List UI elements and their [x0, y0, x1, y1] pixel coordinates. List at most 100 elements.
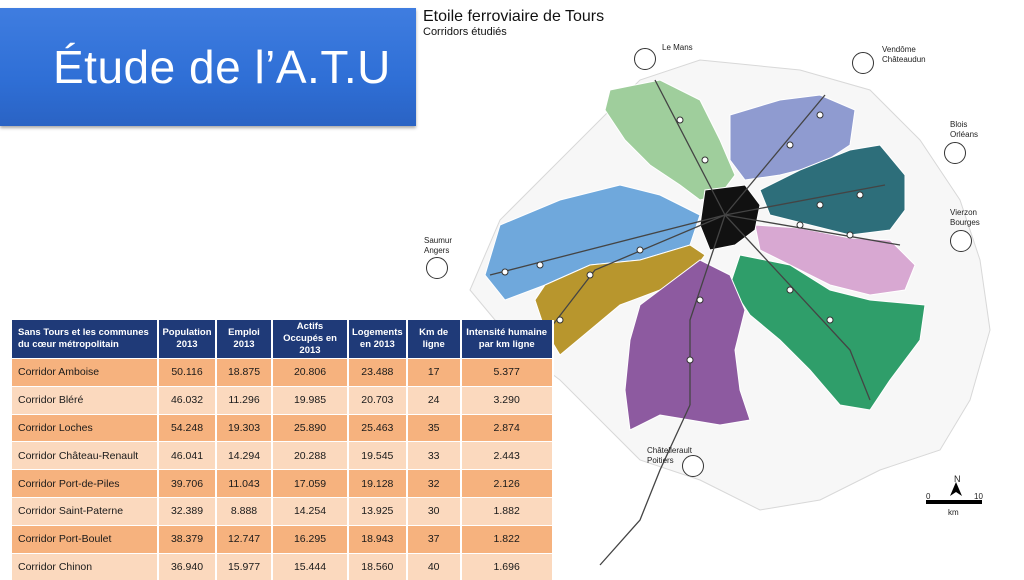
table-cell-corridor: Corridor Loches	[12, 413, 159, 442]
table-cell-corridor: Corridor Port-de-Piles	[12, 469, 159, 498]
table-cell-value: 40	[406, 552, 462, 580]
table-cell-corridor: Corridor Port-Boulet	[12, 524, 159, 554]
corridor-chateau-renault-zone	[729, 94, 856, 181]
table-cell-value: 1.822	[460, 524, 554, 554]
city-poitiers: Poitiers	[647, 456, 674, 465]
header-emploi: Emploi 2013	[216, 320, 273, 359]
city-circle-blois	[944, 142, 966, 164]
table-header-row: Sans Tours et les communes du cœur métro…	[12, 320, 554, 359]
corridor-map	[469, 59, 991, 566]
table-cell-corridor: Corridor Château-Renault	[12, 441, 159, 470]
table-cell-value: 18.560	[348, 552, 408, 580]
table-cell-value: 35	[406, 413, 462, 442]
city-vierzon: Vierzon	[950, 208, 977, 217]
city-circle-vierzon	[950, 230, 972, 252]
table-cell-value: 19.985	[272, 385, 349, 415]
map-subtitle: Corridors étudiés	[423, 26, 507, 38]
table-cell-corridor: Corridor Saint-Paterne	[12, 496, 159, 526]
header-population: Population 2013	[158, 320, 217, 359]
table-cell-value: 5.377	[460, 358, 554, 387]
table-cell-corridor: Corridor Bléré	[12, 385, 159, 415]
table-cell-value: 23.488	[348, 358, 408, 387]
table-cell-value: 36.940	[158, 552, 217, 580]
city-angers: Angers	[424, 246, 450, 255]
table-cell-value: 17.059	[272, 469, 349, 498]
stations	[501, 111, 864, 364]
city-orleans: Orléans	[950, 130, 979, 139]
table-cell-value: 25.463	[348, 413, 408, 442]
table-cell-corridor: Corridor Chinon	[12, 552, 159, 580]
table-cell-value: 17	[406, 358, 462, 387]
table-row: Corridor Port-Boulet 38.379 12.747 16.295 18…	[12, 524, 554, 554]
city-blois: Blois	[950, 120, 968, 129]
city-saumur: Saumur	[424, 236, 453, 245]
table-cell-value: 32	[406, 469, 462, 498]
table-cell-value: 2.126	[460, 469, 554, 498]
header-logements: Logements en 2013	[348, 320, 408, 359]
header-actifs: Actifs Occupés en 2013	[272, 320, 349, 359]
scale-ten: 10	[974, 492, 983, 501]
table-cell-value: 11.043	[216, 469, 273, 498]
city-le-mans: Le Mans	[662, 43, 693, 52]
corridor-loches-zone	[729, 254, 926, 411]
header-km-ligne: Km de ligne	[406, 320, 462, 359]
table-cell-value: 25.890	[272, 413, 349, 442]
table-row: Corridor Saint-Paterne 32.389 8.888 14.254 1…	[12, 496, 554, 526]
header-intensite: Intensité humaine par km ligne	[460, 320, 554, 359]
table-cell-value: 54.248	[158, 413, 217, 442]
rail-lines	[489, 79, 901, 566]
table-cell-value: 18.875	[216, 358, 273, 387]
scale-unit: km	[948, 508, 959, 517]
table-cell-value: 19.128	[348, 469, 408, 498]
north-label: N	[954, 474, 961, 484]
table-cell-value: 39.706	[158, 469, 217, 498]
table-cell-value: 37	[406, 524, 462, 554]
table-row: Corridor Loches 54.248 19.303 25.890 25.463 3…	[12, 413, 554, 442]
table-cell-value: 20.288	[272, 441, 349, 470]
map-title: Etoile ferroviaire de Tours	[423, 8, 605, 25]
table-cell-value: 18.943	[348, 524, 408, 554]
city-circle-le-mans	[634, 48, 656, 70]
table-cell-value: 19.545	[348, 441, 408, 470]
table-cell-value: 38.379	[158, 524, 217, 554]
table-cell-value: 20.703	[348, 385, 408, 415]
table-row: Corridor Chinon 36.940 15.977 15.444 18.560 4…	[12, 552, 554, 580]
table-cell-value: 19.303	[216, 413, 273, 442]
table-cell-value: 14.294	[216, 441, 273, 470]
slide-title-banner: Étude de l’A.T.U	[0, 8, 416, 126]
city-bourges: Bourges	[950, 218, 980, 227]
corridor-port-de-piles-zone	[624, 259, 751, 431]
city-circle-saumur	[426, 257, 448, 279]
table-cell-value: 32.389	[158, 496, 217, 526]
scale-bar	[926, 500, 982, 504]
header-corridor: Sans Tours et les communes du cœur métro…	[12, 320, 159, 359]
table-cell-value: 15.977	[216, 552, 273, 580]
table-cell-value: 8.888	[216, 496, 273, 526]
table-cell-value: 15.444	[272, 552, 349, 580]
table-cell-value: 30	[406, 496, 462, 526]
north-arrow-icon	[950, 482, 962, 496]
corridor-table: Sans Tours et les communes du cœur métro…	[12, 320, 554, 580]
table-cell-corridor: Corridor Amboise	[12, 358, 159, 387]
slide-title: Étude de l’A.T.U	[53, 41, 391, 93]
corridor-blere-zone	[754, 224, 916, 296]
city-circle-chatellerault	[682, 455, 704, 477]
table-cell-value: 33	[406, 441, 462, 470]
city-chatellerault: Châtellerault	[647, 446, 692, 455]
table-cell-value: 20.806	[272, 358, 349, 387]
table-cell-value: 16.295	[272, 524, 349, 554]
table-row: Corridor Château-Renault 46.041 14.294 20.2…	[12, 441, 554, 470]
table-row: Corridor Amboise 50.116 18.875 20.806 23.488…	[12, 358, 554, 387]
table-row: Corridor Port-de-Piles 39.706 11.043 17.059…	[12, 469, 554, 498]
table-cell-value: 2.443	[460, 441, 554, 470]
table-cell-value: 24	[406, 385, 462, 415]
table-cell-value: 13.925	[348, 496, 408, 526]
table-cell-value: 3.290	[460, 385, 554, 415]
table-cell-value: 11.296	[216, 385, 273, 415]
table-cell-value: 46.032	[158, 385, 217, 415]
city-vendome: Vendôme	[882, 45, 916, 54]
table-cell-value: 50.116	[158, 358, 217, 387]
table-cell-value: 14.254	[272, 496, 349, 526]
city-chateaudun: Châteaudun	[882, 55, 926, 64]
table-cell-value: 1.696	[460, 552, 554, 580]
